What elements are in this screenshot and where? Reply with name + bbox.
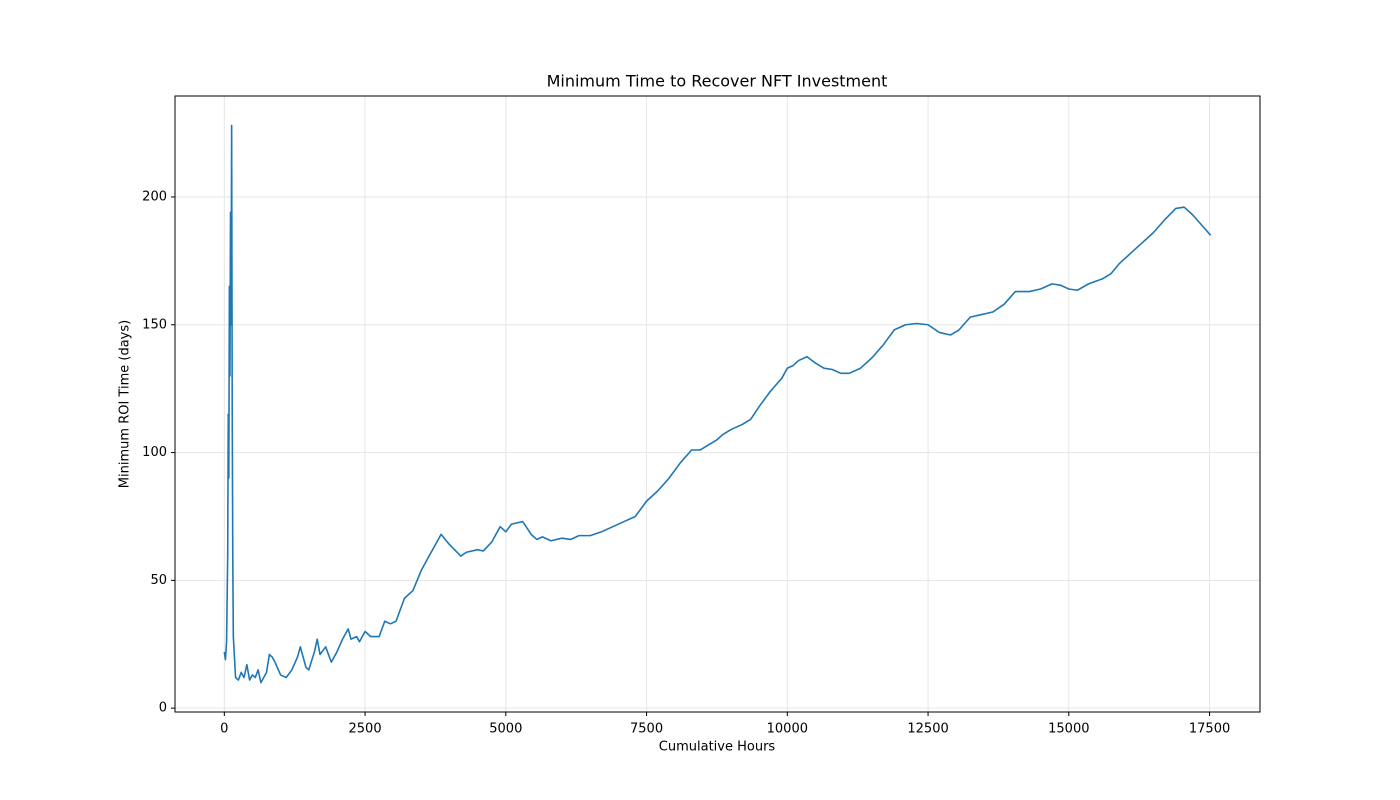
x-tick-label: 17500 <box>1189 722 1230 737</box>
y-tick-label: 0 <box>159 701 167 716</box>
y-axis-label: Minimum ROI Time (days) <box>118 320 133 488</box>
x-axis-label: Cumulative Hours <box>659 740 776 755</box>
x-tick-label: 12500 <box>907 722 948 737</box>
x-tick-label: 0 <box>220 722 228 737</box>
x-tick-label: 5000 <box>489 722 522 737</box>
plot-frame <box>174 95 1261 713</box>
x-tick-label: 2500 <box>349 722 382 737</box>
x-tick-label: 15000 <box>1048 722 1089 737</box>
data-line <box>223 124 1212 684</box>
chart-title: Minimum Time to Recover NFT Investment <box>547 72 888 91</box>
x-tick-label: 7500 <box>630 722 663 737</box>
y-tick-label: 150 <box>142 317 167 332</box>
y-tick-label: 100 <box>142 445 167 460</box>
x-tick-label: 10000 <box>767 722 808 737</box>
y-tick-label: 200 <box>142 189 167 204</box>
y-tick-label: 50 <box>150 573 167 588</box>
